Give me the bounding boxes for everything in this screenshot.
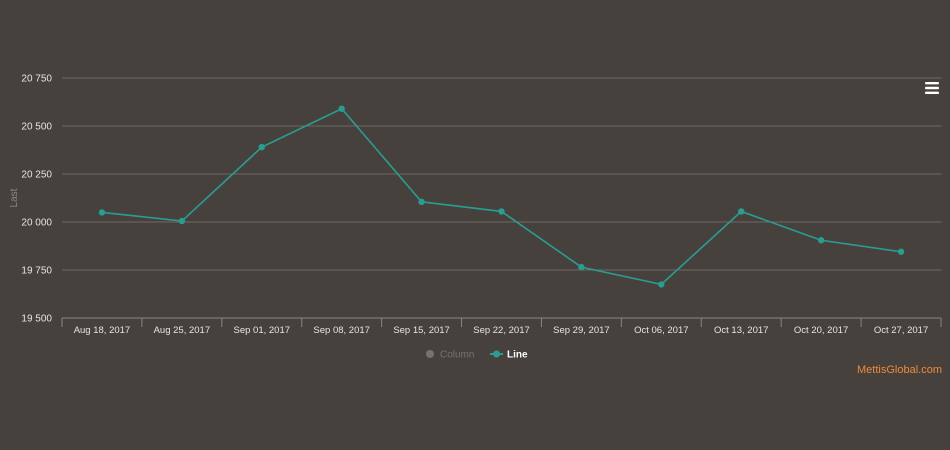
y-tick-label: 20 500: [21, 122, 52, 133]
x-tick-label: Sep 15, 2017: [393, 325, 450, 336]
legend-line-label: Line: [507, 350, 528, 361]
x-tick-label: Oct 13, 2017: [714, 325, 768, 336]
x-tick-label: Sep 01, 2017: [234, 325, 291, 336]
y-tick-label: 20 250: [21, 170, 52, 181]
y-tick-label: 20 000: [21, 218, 52, 229]
data-point[interactable]: [338, 105, 345, 112]
legend-line-marker: [493, 350, 500, 358]
y-axis: 19 500 19 750 20 000 20 250 20 500 20 750: [21, 74, 52, 325]
data-point[interactable]: [178, 217, 186, 225]
series-path: [101, 107, 902, 286]
legend: Column Line: [426, 350, 528, 361]
x-tick-label: Oct 27, 2017: [874, 325, 928, 336]
x-axis: Aug 18, 2017 Aug 25, 2017 Sep 01, 2017 Sep …: [61, 317, 942, 336]
data-point[interactable]: [738, 208, 745, 215]
data-point[interactable]: [897, 248, 905, 255]
hamburger-menu-icon[interactable]: [925, 82, 939, 94]
data-point[interactable]: [98, 209, 106, 216]
x-tick-label: Sep 22, 2017: [473, 325, 530, 336]
x-tick-label: Sep 08, 2017: [313, 325, 370, 336]
credit-link[interactable]: MettisGlobal.com: [857, 364, 942, 376]
x-tick-label: Aug 18, 2017: [74, 325, 131, 336]
series-line: [98, 105, 905, 288]
legend-column-label: Column: [440, 350, 474, 361]
legend-item-column[interactable]: Column: [426, 350, 474, 361]
x-tick-label: Oct 20, 2017: [794, 325, 848, 336]
legend-column-marker: [426, 350, 434, 358]
legend-item-line[interactable]: Line: [490, 350, 528, 361]
data-point[interactable]: [658, 281, 665, 288]
x-tick-label: Oct 06, 2017: [634, 325, 688, 336]
y-tick-label: 19 500: [21, 314, 52, 325]
y-axis-label: Last: [9, 188, 20, 207]
data-point[interactable]: [258, 143, 265, 151]
data-point[interactable]: [498, 208, 505, 215]
data-point[interactable]: [418, 198, 425, 206]
grid: [62, 77, 941, 271]
y-tick-label: 19 750: [21, 266, 52, 277]
data-point[interactable]: [578, 263, 585, 271]
x-tick-label: Aug 25, 2017: [154, 325, 211, 336]
x-tick-label: Sep 29, 2017: [553, 325, 610, 336]
y-tick-label: 20 750: [21, 74, 52, 85]
data-point[interactable]: [817, 237, 825, 244]
